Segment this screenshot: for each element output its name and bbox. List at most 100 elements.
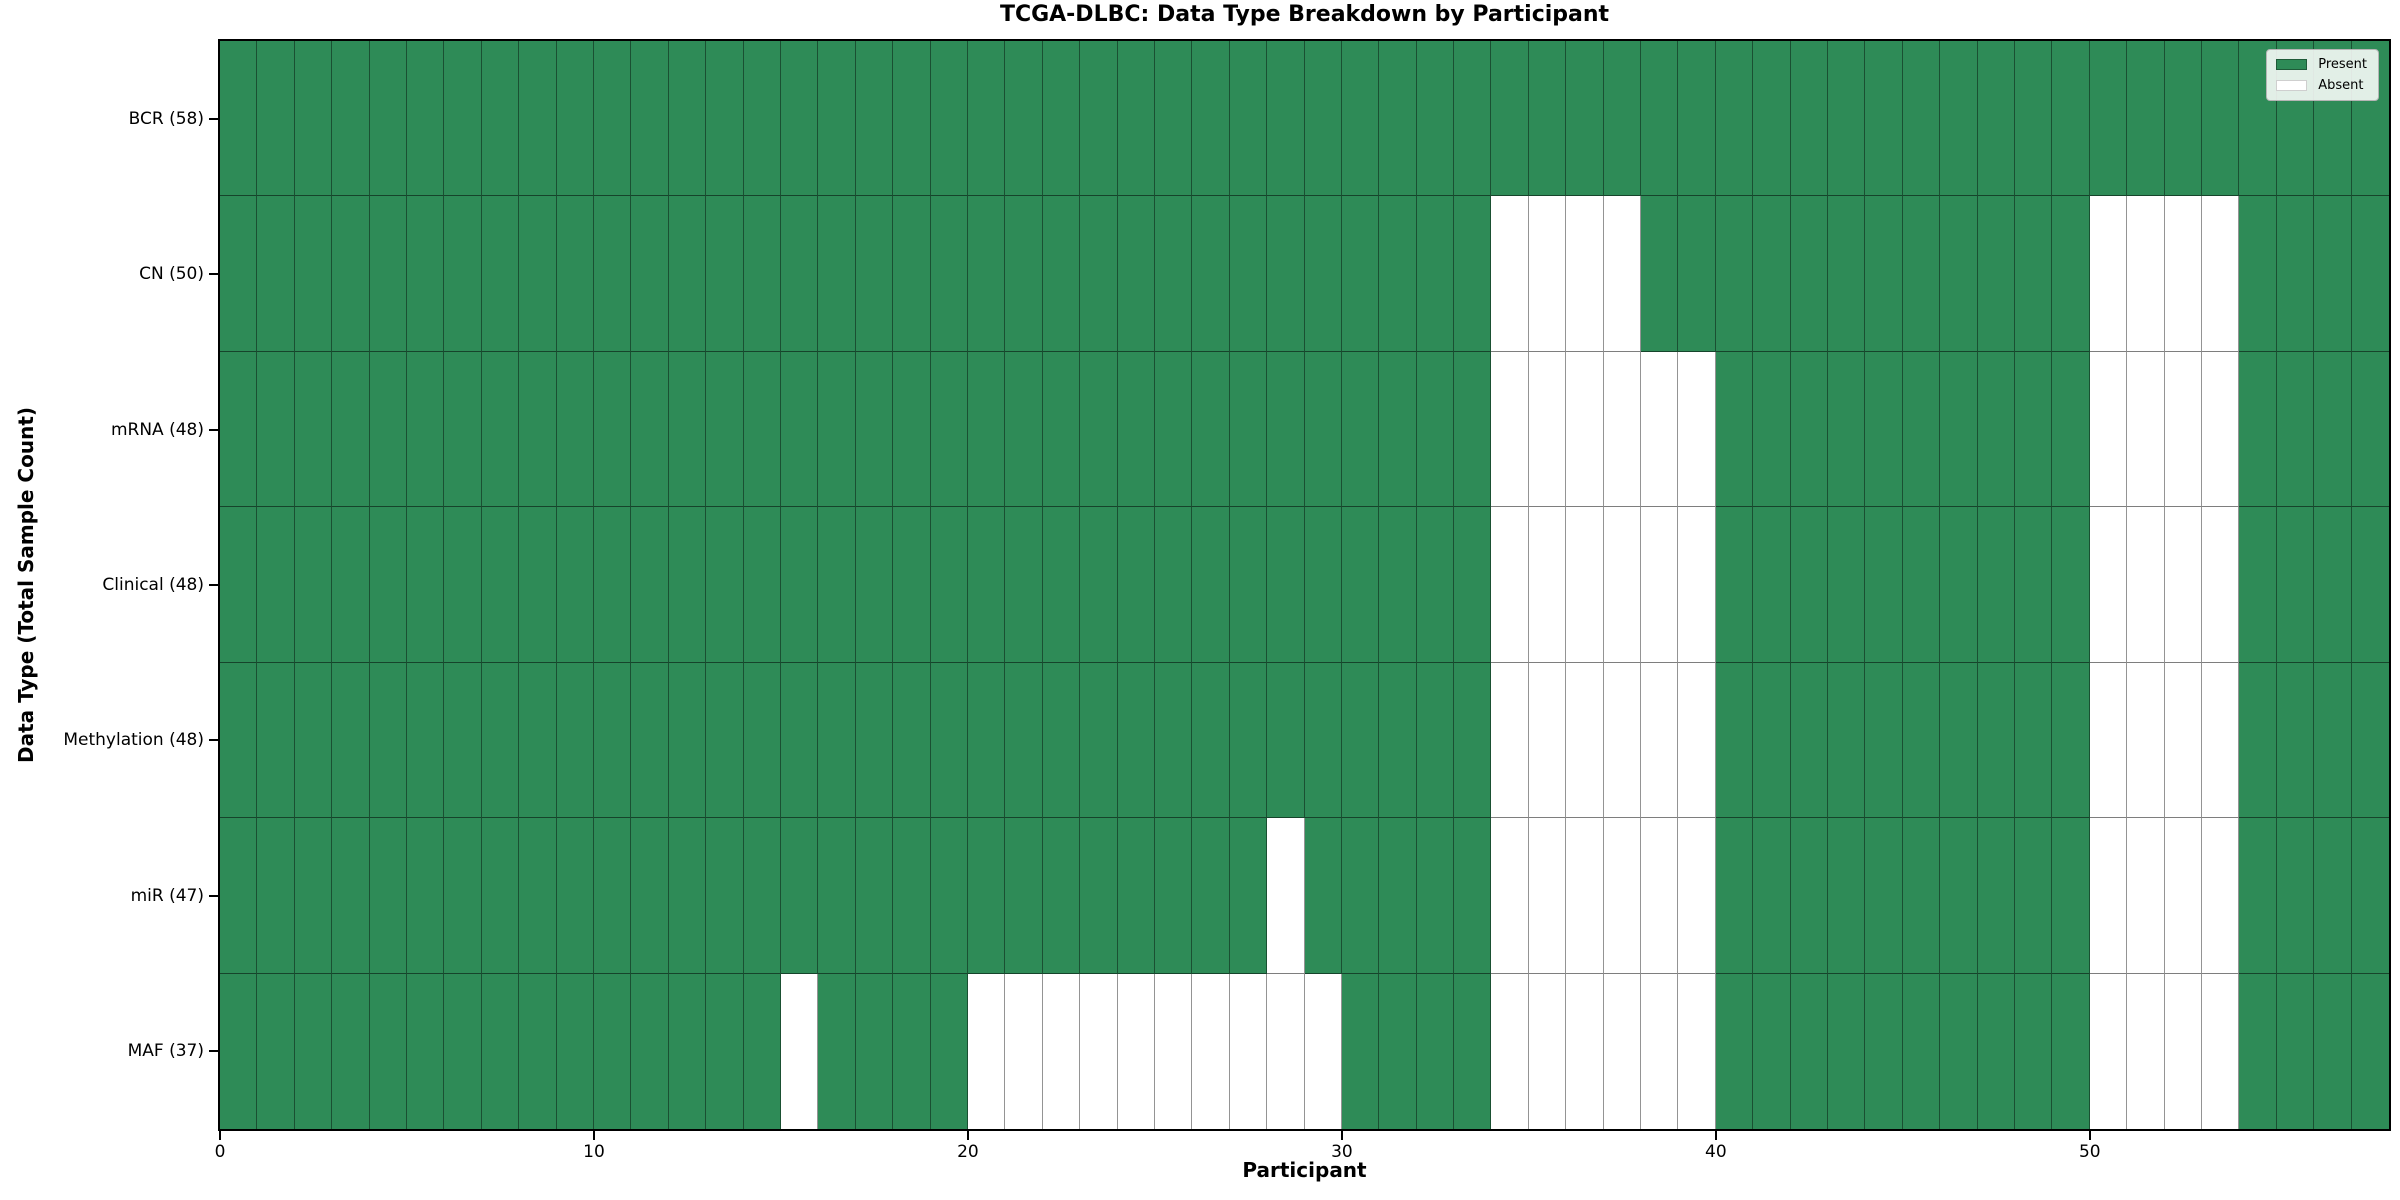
- heatmap-cell-MAF-p3: [332, 973, 370, 1129]
- heatmap-cell-CN-p51: [2127, 196, 2165, 352]
- heatmap-cell-Clinical-p26: [1192, 507, 1230, 663]
- heatmap-cell-Clinical-p36: [1566, 507, 1604, 663]
- heatmap-cell-CN-p42: [1790, 196, 1829, 352]
- heatmap-cell-miR-p44: [1865, 818, 1903, 974]
- legend-label-absent: Absent: [2318, 78, 2364, 93]
- heatmap-cell-miR-p37: [1603, 818, 1642, 974]
- heatmap-cell-MAF-p12: [668, 973, 707, 1129]
- heatmap-cell-BCR-p17: [855, 41, 894, 197]
- y-tick-mark-Clinical: [209, 584, 218, 586]
- heatmap-cell-Methylation-p19: [930, 662, 968, 819]
- heatmap-cell-CN-p3: [332, 196, 370, 352]
- heatmap-cell-miR-p43: [1828, 818, 1866, 974]
- heatmap-cell-BCR-p52: [2164, 41, 2203, 197]
- heatmap-cell-MAF-p46: [1940, 973, 1978, 1129]
- heatmap-cell-BCR-p24: [1117, 41, 1155, 197]
- heatmap-cell-CN-p17: [855, 196, 894, 352]
- legend-entry-absent: Absent: [2276, 78, 2367, 93]
- heatmap-cell-CN-p56: [2314, 196, 2352, 352]
- heatmap-cell-CN-p6: [444, 196, 482, 352]
- heatmap-cell-miR-p24: [1117, 818, 1155, 974]
- heatmap-cell-MAF-p56: [2314, 973, 2352, 1129]
- heatmap-cell-miR-p0: [220, 818, 258, 974]
- heatmap-cell-Methylation-p35: [1528, 662, 1567, 819]
- heatmap-cell-Methylation-p47: [1977, 662, 2016, 819]
- heatmap-cell-CN-p15: [780, 196, 819, 352]
- heatmap-cell-CN-p37: [1603, 196, 1642, 352]
- heatmap-cell-Methylation-p34: [1491, 662, 1529, 819]
- heatmap-cell-miR-p53: [2202, 818, 2240, 974]
- heatmap-cell-mRNA-p27: [1229, 351, 1268, 508]
- heatmap-cell-Methylation-p48: [2015, 662, 2053, 819]
- heatmap-cell-MAF-p9: [556, 973, 594, 1129]
- heatmap-cell-Clinical-p40: [1715, 507, 1754, 663]
- heatmap-cell-CN-p35: [1528, 196, 1567, 352]
- heatmap-cell-mRNA-p37: [1603, 351, 1642, 508]
- heatmap-cell-Clinical-p8: [519, 507, 557, 663]
- heatmap-cell-mRNA-p34: [1491, 351, 1529, 508]
- heatmap-cell-MAF-p17: [855, 973, 894, 1129]
- heatmap-cell-miR-p18: [893, 818, 931, 974]
- heatmap-cell-CN-p44: [1865, 196, 1903, 352]
- heatmap-cell-Clinical-p4: [369, 507, 407, 663]
- heatmap-cell-mRNA-p20: [967, 351, 1006, 508]
- heatmap-cell-mRNA-p13: [706, 351, 744, 508]
- heatmap-cell-CN-p22: [1042, 196, 1081, 352]
- heatmap-cell-BCR-p13: [706, 41, 744, 197]
- heatmap-cell-BCR-p28: [1267, 41, 1305, 197]
- heatmap-cell-CN-p29: [1304, 196, 1342, 352]
- heatmap-cell-CN-p8: [519, 196, 557, 352]
- heatmap-cell-Clinical-p45: [1902, 507, 1941, 663]
- heatmap-cell-BCR-p32: [1416, 41, 1455, 197]
- y-tick-label-MAF: MAF (37): [127, 1041, 204, 1062]
- heatmap-cell-miR-p10: [593, 818, 632, 974]
- heatmap-cell-Clinical-p19: [930, 507, 968, 663]
- heatmap-cell-Clinical-p32: [1416, 507, 1455, 663]
- heatmap-cell-miR-p3: [332, 818, 370, 974]
- heatmap-cell-miR-p25: [1154, 818, 1193, 974]
- heatmap-cell-mRNA-p0: [220, 351, 258, 508]
- heatmap-cell-CN-p9: [556, 196, 594, 352]
- heatmap-cell-CN-p21: [1005, 196, 1043, 352]
- heatmap-cell-mRNA-p2: [294, 351, 333, 508]
- heatmap-cell-Clinical-p21: [1005, 507, 1043, 663]
- heatmap-cell-CN-p45: [1902, 196, 1941, 352]
- heatmap-cell-CN-p54: [2239, 196, 2277, 352]
- heatmap-cell-miR-p46: [1940, 818, 1978, 974]
- heatmap-cell-Clinical-p23: [1080, 507, 1118, 663]
- heatmap-cell-mRNA-p50: [2089, 351, 2128, 508]
- heatmap-cell-miR-p57: [2351, 818, 2389, 974]
- heatmap-cell-miR-p5: [406, 818, 445, 974]
- heatmap-cell-mRNA-p16: [818, 351, 856, 508]
- heatmap-cell-miR-p49: [2052, 818, 2090, 974]
- y-tick-label-BCR: BCR (58): [128, 108, 204, 129]
- heatmap-cell-miR-p34: [1491, 818, 1529, 974]
- heatmap-cell-miR-p27: [1229, 818, 1268, 974]
- heatmap-cell-mRNA-p46: [1940, 351, 1978, 508]
- heatmap-cell-Methylation-p12: [668, 662, 707, 819]
- heatmap-cell-miR-p32: [1416, 818, 1455, 974]
- heatmap-cell-Clinical-p12: [668, 507, 707, 663]
- heatmap-cell-Methylation-p32: [1416, 662, 1455, 819]
- y-tick-mark-miR: [209, 894, 218, 897]
- heatmap-cell-CN-p53: [2202, 196, 2240, 352]
- heatmap-cell-mRNA-p9: [556, 351, 594, 508]
- heatmap-cell-BCR-p40: [1715, 41, 1754, 197]
- heatmap-cell-Methylation-p5: [406, 662, 445, 819]
- heatmap-cell-MAF-p29: [1304, 973, 1342, 1129]
- heatmap-cell-Clinical-p54: [2239, 507, 2277, 663]
- heatmap-cell-CN-p18: [893, 196, 931, 352]
- heatmap-cell-Methylation-p26: [1192, 662, 1230, 819]
- heatmap-cell-MAF-p57: [2351, 973, 2389, 1129]
- heatmap-cell-Methylation-p9: [556, 662, 594, 819]
- heatmap-cell-Methylation-p14: [743, 662, 781, 819]
- heatmap-cell-mRNA-p26: [1192, 351, 1230, 508]
- heatmap-cell-MAF-p44: [1865, 973, 1903, 1129]
- heatmap-cell-mRNA-p28: [1267, 351, 1305, 508]
- heatmap-cell-Methylation-p49: [2052, 662, 2090, 819]
- heatmap-cell-CN-p0: [220, 196, 258, 352]
- heatmap-cell-Clinical-p50: [2089, 507, 2128, 663]
- heatmap-cell-Clinical-p9: [556, 507, 594, 663]
- heatmap-cell-miR-p26: [1192, 818, 1230, 974]
